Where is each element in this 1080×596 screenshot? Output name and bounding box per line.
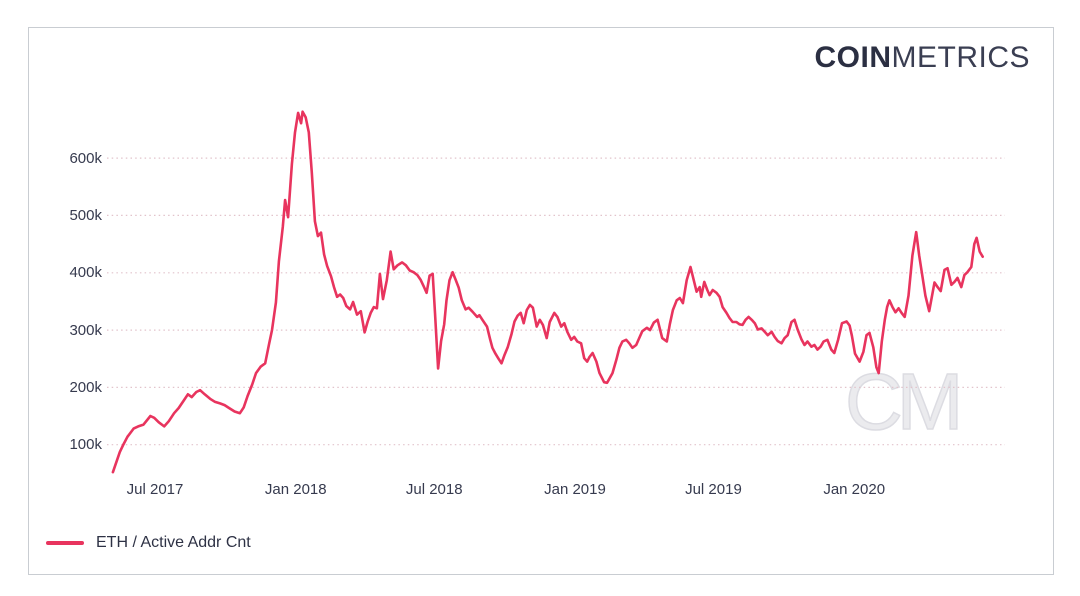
y-tick-400k: 400k xyxy=(69,264,102,282)
chart-legend: ETH / Active Addr Cnt xyxy=(46,534,251,552)
x-tick-Jan-2020: Jan 2020 xyxy=(823,481,886,498)
y-tick-600k: 600k xyxy=(69,149,102,167)
legend-line-swatch xyxy=(46,541,84,545)
x-tick-Jan-2018: Jan 2018 xyxy=(264,481,327,498)
y-tick-200k: 200k xyxy=(69,378,102,396)
y-tick-500k: 500k xyxy=(69,206,102,224)
series-line xyxy=(111,110,985,474)
x-tick-Jul-2018: Jul 2018 xyxy=(405,481,463,498)
logo-metrics: METRICS xyxy=(891,41,1030,74)
y-tick-100k: 100k xyxy=(69,436,102,454)
cm-watermark: CM xyxy=(844,357,964,446)
legend-label: ETH / Active Addr Cnt xyxy=(96,534,251,551)
x-tick-Jul-2017: Jul 2017 xyxy=(126,481,184,498)
coinmetrics-logo: COINMETRICS xyxy=(815,41,1031,75)
logo-coin: COIN xyxy=(814,41,892,74)
chart-frame xyxy=(28,27,1054,575)
x-tick-Jan-2019: Jan 2019 xyxy=(544,481,606,498)
x-tick-Jul-2019: Jul 2019 xyxy=(685,481,742,498)
y-tick-300k: 300k xyxy=(69,321,102,339)
